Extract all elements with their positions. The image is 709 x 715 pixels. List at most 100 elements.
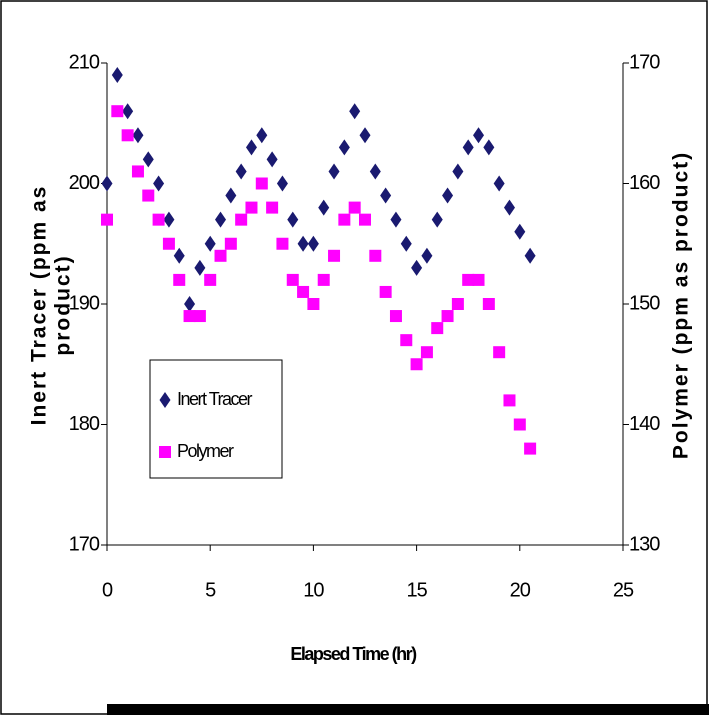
diamond-marker [287, 211, 299, 228]
diamond-marker [225, 187, 237, 204]
square-marker [503, 394, 516, 407]
diamond-marker [184, 296, 196, 312]
square-marker [245, 201, 258, 214]
diamond-marker [452, 163, 464, 180]
diamond-marker [390, 211, 402, 228]
square-marker [159, 446, 171, 458]
square-marker [111, 105, 124, 118]
y-tick-label: 210 [69, 51, 100, 73]
diamond-marker [122, 103, 134, 120]
square-marker [183, 310, 196, 323]
diamond-marker [142, 151, 154, 168]
diamond-marker [111, 67, 123, 84]
diamond-marker [431, 211, 443, 228]
diamond-marker [276, 175, 288, 192]
square-marker [131, 165, 144, 178]
diamond-marker [483, 139, 495, 156]
square-marker [410, 358, 423, 371]
diamond-marker [462, 139, 474, 156]
square-marker [493, 346, 506, 359]
x-tick-label: 5 [205, 579, 216, 601]
y2-tick-label: 130 [629, 533, 660, 555]
square-marker [420, 346, 433, 359]
square-marker [400, 334, 413, 347]
y-tick-label: 200 [69, 172, 100, 194]
y-tick-label: 180 [69, 413, 100, 435]
square-marker [193, 310, 206, 323]
diamond-marker [524, 247, 536, 264]
diamond-marker [215, 211, 227, 228]
square-marker [348, 201, 361, 214]
square-marker [513, 418, 526, 431]
x-tick-label: 20 [510, 579, 531, 601]
square-marker [224, 237, 237, 250]
diamond-marker [132, 127, 144, 144]
square-marker [441, 310, 454, 323]
legend-label: Polymer [177, 441, 234, 461]
square-marker [214, 249, 227, 262]
square-marker [431, 322, 444, 335]
x-tick-label: 0 [102, 579, 113, 601]
diamond-marker [400, 235, 412, 252]
square-marker [255, 177, 268, 190]
square-marker [297, 285, 310, 298]
diamond-marker [153, 175, 165, 192]
diamond-marker [204, 235, 216, 252]
diamond-marker [421, 247, 433, 264]
diamond-marker [163, 211, 175, 228]
diamond-marker [493, 175, 505, 192]
diamond-marker [514, 223, 526, 240]
square-marker [359, 213, 371, 226]
diamond-marker [297, 235, 309, 252]
square-marker [379, 285, 392, 298]
square-marker [266, 201, 279, 214]
diamond-marker [328, 163, 340, 180]
diamond-marker [503, 199, 515, 216]
diamond-marker [411, 259, 423, 276]
diamond-marker [380, 187, 392, 204]
legend-label: Inert Tracer [177, 389, 253, 409]
square-marker [173, 273, 186, 286]
y-axis-label: product) [52, 254, 75, 355]
y-tick-label: 190 [69, 292, 100, 314]
diamond-marker [194, 259, 206, 276]
bottom-bar [107, 704, 709, 715]
square-marker [101, 213, 113, 226]
square-marker [142, 189, 155, 202]
square-marker [286, 273, 299, 286]
y2-tick-label: 140 [629, 413, 660, 435]
y-tick-label: 170 [69, 533, 100, 555]
square-marker [152, 213, 165, 226]
y2-tick-label: 150 [629, 292, 660, 314]
x-tick-label: 25 [613, 579, 634, 601]
square-marker [121, 129, 134, 142]
legend-box [149, 359, 283, 479]
square-marker [328, 249, 341, 262]
square-marker [482, 298, 495, 310]
diamond-marker [307, 235, 319, 252]
diamond-marker [256, 127, 268, 144]
diamond-marker [359, 127, 371, 144]
diamond-marker [442, 187, 454, 204]
diamond-marker [318, 199, 330, 216]
square-marker [317, 273, 330, 286]
diamond-marker [101, 175, 113, 192]
diamond-marker [473, 127, 485, 144]
diamond-marker [266, 151, 278, 168]
square-marker [307, 298, 320, 310]
y2-axis-label: Polymer (ppm as product) [670, 151, 693, 459]
diamond-marker [338, 139, 350, 156]
square-marker [451, 298, 464, 310]
diamond-marker [245, 139, 257, 156]
x-axis-label: Elapsed Time (hr) [290, 644, 417, 664]
diamond-marker [235, 163, 247, 180]
square-marker [524, 442, 537, 455]
diamond-marker [349, 103, 361, 120]
square-marker [369, 249, 382, 262]
square-marker [462, 273, 475, 286]
square-marker [276, 237, 289, 250]
square-marker [162, 237, 175, 250]
square-marker [235, 213, 248, 226]
